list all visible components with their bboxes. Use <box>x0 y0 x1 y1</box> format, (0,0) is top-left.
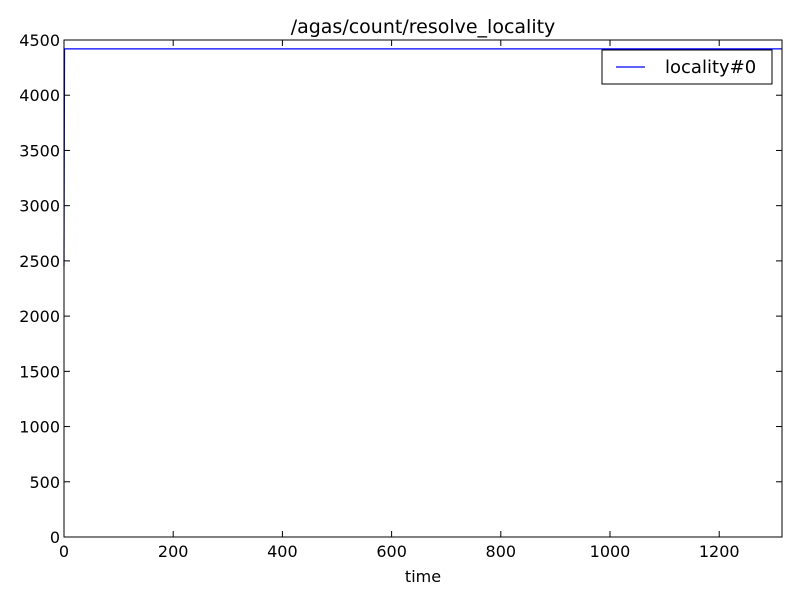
ticks-layer: 0 200 400 600 800 1000 1200 0 500 1000 1500 2000 250… <box>19 31 782 561</box>
legend: locality#0 <box>601 49 773 85</box>
y-tick-label: 1500 <box>19 362 60 381</box>
y-tick-label: 4500 <box>19 31 60 50</box>
x-tick-label: 0 <box>59 542 69 561</box>
legend-label-locality0: locality#0 <box>665 57 756 78</box>
x-tick-label: 1200 <box>699 542 740 561</box>
y-tick-label: 3500 <box>19 141 60 160</box>
y-tick-label: 2000 <box>19 307 60 326</box>
x-tick-label: 200 <box>158 542 189 561</box>
x-axis-label: time <box>405 567 441 586</box>
y-tick-label: 1000 <box>19 418 60 437</box>
y-tick-label: 0 <box>50 528 60 547</box>
chart-title: /agas/count/resolve_locality <box>291 16 556 38</box>
y-tick-label: 500 <box>29 473 60 492</box>
y-tick-label: 3000 <box>19 197 60 216</box>
x-tick-label: 600 <box>376 542 407 561</box>
plot-area-frame <box>63 39 783 538</box>
x-tick-label: 400 <box>267 542 298 561</box>
x-tick-label: 800 <box>486 542 517 561</box>
y-tick-label: 2500 <box>19 252 60 271</box>
x-tick-label: 1000 <box>590 542 631 561</box>
y-tick-label: 4000 <box>19 86 60 105</box>
